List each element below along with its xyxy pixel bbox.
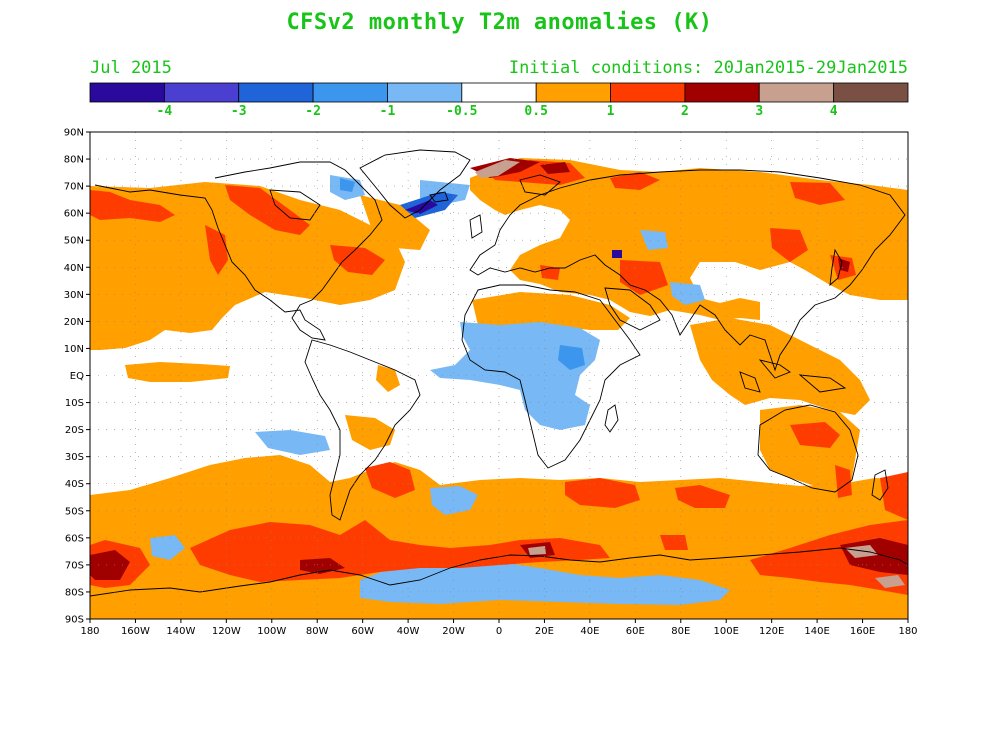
colorbar-label: -0.5 [446,104,478,119]
longitude-label: 140E [804,626,829,637]
colorbar [89,82,909,103]
longitude-label: 20E [535,626,554,637]
colorbar-swatch [758,82,835,103]
cool-anomaly-areas [150,175,730,605]
latitude-label: 10N [64,344,84,355]
longitude-label: 40W [397,626,420,637]
colorbar-swatch [312,82,388,103]
latitude-label: 60S [65,533,84,544]
longitude-label: 140W [166,626,195,637]
colorbar-label: 4 [829,104,838,119]
colorbar-swatch [89,82,165,103]
colorbar-swatch [238,82,314,103]
strong-warm-anomaly-areas [90,160,908,595]
longitude-label: 40E [580,626,599,637]
longitude-label: 120E [759,626,784,637]
latitude-label: 70N [64,182,84,193]
north-america-coast [94,161,383,341]
australia-coast [757,404,859,493]
latitude-label: 90S [65,615,84,626]
forecast-month: Jul 2015 [90,58,172,78]
latitude-label: 50S [65,506,84,517]
latitude-label: 70S [65,560,84,571]
extreme-warm-areas [475,160,905,588]
latitude-label: 30N [64,290,84,301]
strong-cool-anomaly-areas [340,178,622,370]
initial-conditions: Initial conditions: 20Jan2015-29Jan2015 [508,58,908,78]
longitude-label: 60W [351,626,374,637]
longitude-label: 180 [898,626,917,637]
colorbar-swatch [461,82,537,103]
longitude-label: 180 [80,626,99,637]
latitude-label: 60N [64,209,84,220]
eurasia-coast [469,169,906,372]
longitude-label: 0 [496,626,502,637]
anomaly-field [90,158,908,619]
colorbar-label: 1 [606,104,615,119]
longitude-label: 120W [212,626,241,637]
latitude-label: 10S [65,398,84,409]
latitude-label: 20S [65,425,84,436]
colorbar-swatch [535,82,611,103]
colorbar-swatch [684,82,760,103]
greenland-coast [359,149,471,219]
colorbar-label: -4 [156,104,173,119]
latitude-label: 50N [64,236,84,247]
longitude-label: 20W [442,626,465,637]
south-america-coast [304,339,421,521]
colorbar-label: 2 [680,104,689,119]
colorbar-swatch [387,82,463,103]
latitude-label: 20N [64,317,84,328]
longitude-label: 80E [671,626,690,637]
longitude-label: 100W [257,626,286,637]
colorbar-label: -1 [379,104,396,119]
latitude-label: 40N [64,263,84,274]
colorbar-label: -3 [230,104,247,119]
latitude-label: 80N [64,155,84,166]
longitude-label: 160W [121,626,150,637]
longitude-label: 60E [626,626,645,637]
colorbar-label: -2 [305,104,321,119]
map-title: CFSv2 monthly T2m anomalies (K) [286,10,713,35]
grid-lines [90,132,908,619]
longitude-label: 160E [850,626,875,637]
longitude-axis: 180 160W 140W 120W 100W 80W 60W 40W 20W 0 20E 40E 60… [80,619,918,637]
colorbar-swatch [610,82,686,103]
africa-coast [461,284,641,469]
latitude-label: EQ [70,371,84,382]
latitude-label: 80S [65,587,84,598]
latitude-label: 30S [65,452,84,463]
colorbar-label: 3 [755,104,764,119]
very-strong-warm-areas [90,158,908,580]
latitude-label: 90N [64,128,84,139]
latitude-label: 40S [65,479,84,490]
colorbar-swatch [163,82,240,103]
coastlines [90,149,908,597]
colorbar-swatch [833,82,909,103]
longitude-label: 100E [714,626,739,637]
latitude-axis: 90N 80N 70N 60N 50N 40N 30N 20N 10N EQ 10S 20S 30S 40… [64,128,90,626]
longitude-label: 80W [306,626,329,637]
antarctica-coast [90,547,908,597]
colorbar-label: 0.5 [524,104,548,119]
